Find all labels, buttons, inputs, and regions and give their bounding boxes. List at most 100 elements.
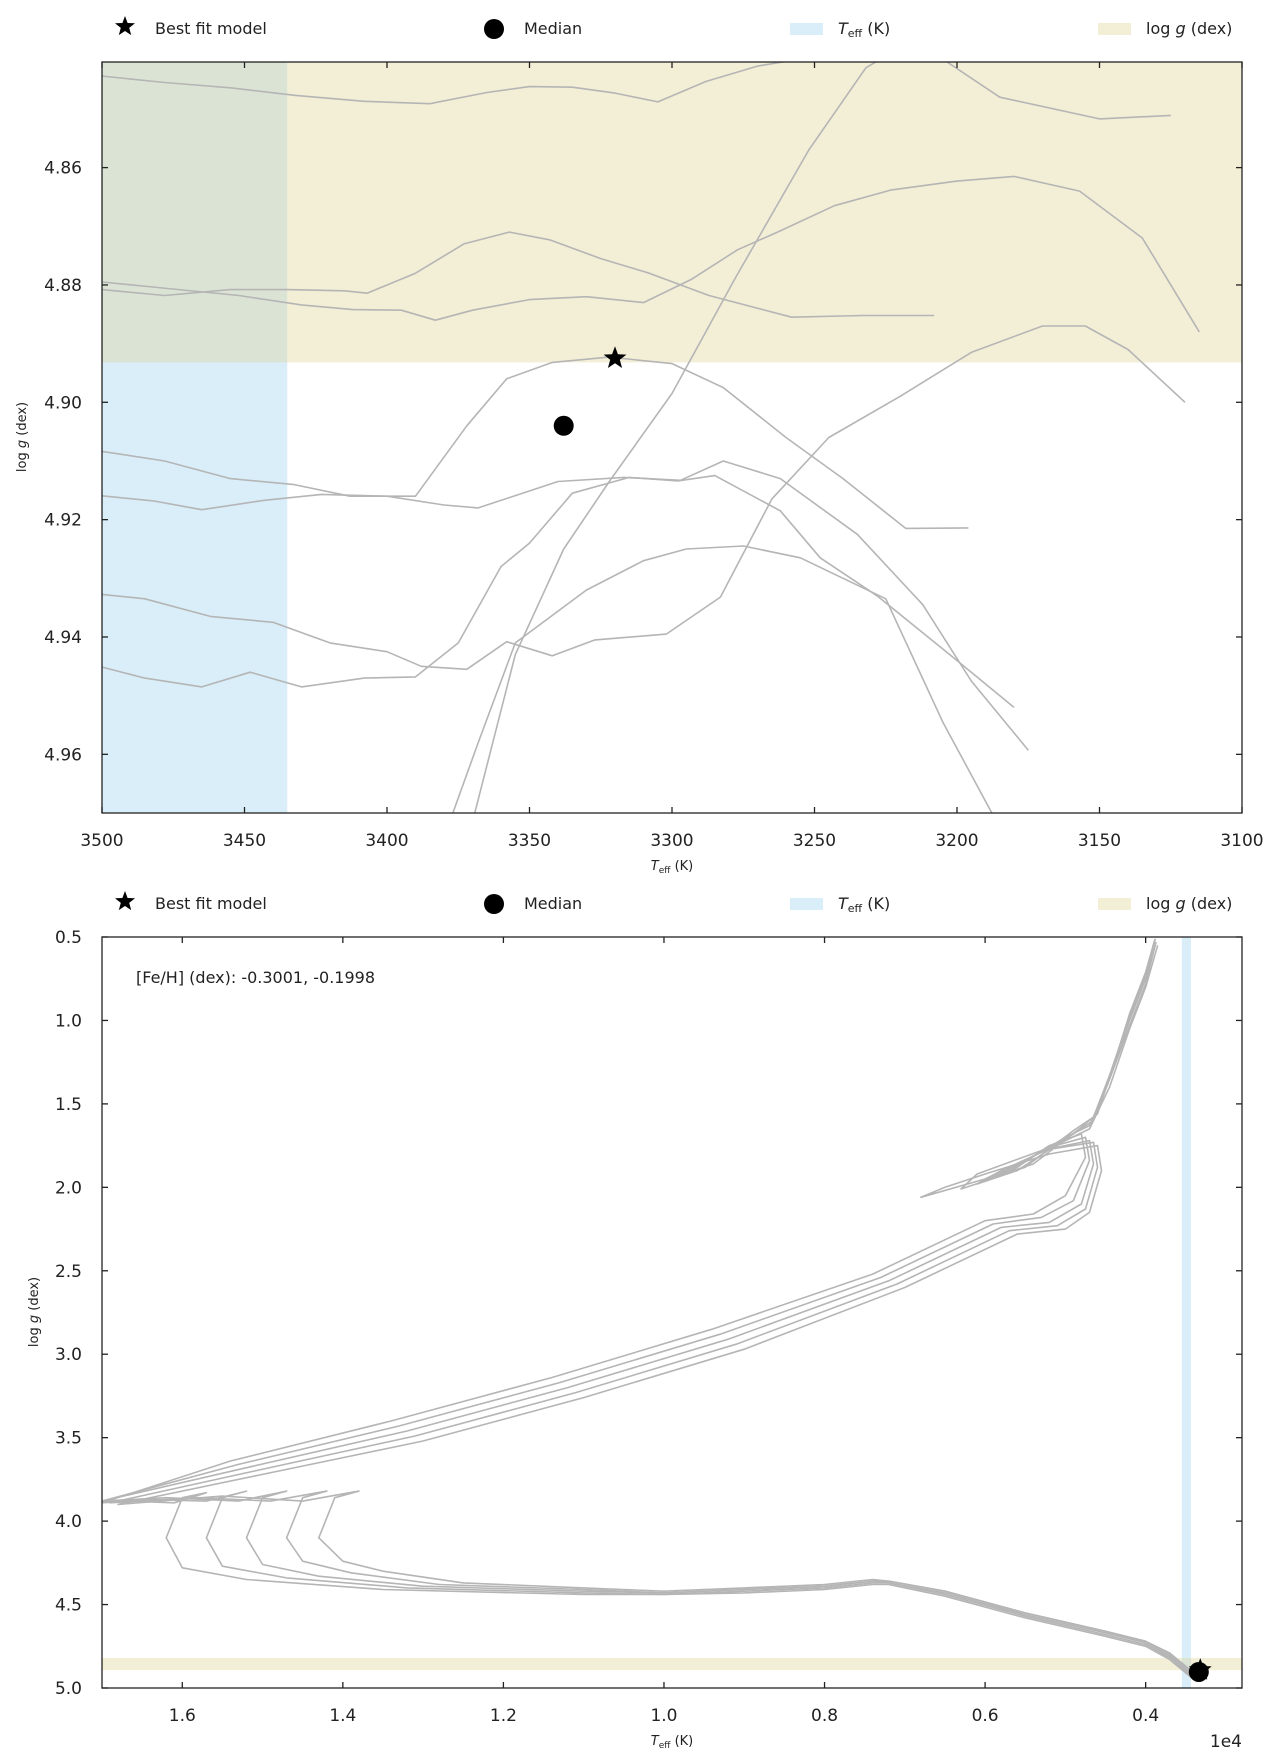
y-tick-label: 0.5 bbox=[55, 928, 82, 948]
legend-entry-median: Median bbox=[484, 894, 582, 914]
legend-label-teff-sub: eff bbox=[848, 902, 863, 915]
x-axis-label: Teff (K) bbox=[651, 1734, 694, 1751]
circle-icon bbox=[484, 894, 504, 914]
x-axis-label-unit: (K) bbox=[670, 859, 693, 874]
chart-panel-full: 1.6 1.4 1.2 1.0 0.8 0.6 0.4 0.5 1.0 1.5 2.0 2.5 3.0… bbox=[27, 928, 1243, 1752]
x-tick-label: 3150 bbox=[1078, 831, 1121, 851]
legend-patch-teff bbox=[790, 898, 823, 910]
x-axis-label-main: T bbox=[651, 1734, 660, 1749]
legend-bottom-panel: Best fit model Median Teff (K) log g (de… bbox=[115, 891, 1232, 915]
legend-top-panel: Best fit model Median Teff (K) log g (de… bbox=[115, 16, 1232, 40]
y-tick-label: 4.5 bbox=[55, 1596, 82, 1616]
legend-label-teff: Teff (K) bbox=[838, 19, 890, 40]
x-axis-label: Teff (K) bbox=[651, 859, 694, 876]
legend-label-teff: Teff (K) bbox=[838, 894, 890, 915]
shaded-regions bbox=[102, 937, 1242, 1688]
chart-panel-zoom: 3500 3450 3400 3350 3300 3250 3200 3150 3100 4.8… bbox=[15, 61, 1264, 876]
y-tick-label: 4.86 bbox=[44, 159, 82, 179]
y-tick-label: 1.0 bbox=[55, 1011, 82, 1031]
x-tick-label: 3350 bbox=[508, 831, 551, 851]
legend-label-logg-italic: g bbox=[1175, 19, 1185, 38]
model-track-3 bbox=[102, 940, 1200, 1681]
legend-patch-logg bbox=[1098, 898, 1131, 910]
markers bbox=[553, 346, 627, 436]
model-track-5 bbox=[102, 325, 1186, 671]
x-tick-label: 3250 bbox=[793, 831, 836, 851]
band-overlap bbox=[102, 62, 288, 363]
legend-label-logg-unit: (dex) bbox=[1186, 19, 1233, 38]
model-tracks bbox=[102, 62, 1200, 813]
legend-label-median: Median bbox=[524, 19, 582, 38]
logg-band bbox=[102, 1657, 1242, 1671]
legend-entry-logg: log g (dex) bbox=[1098, 19, 1232, 38]
model-track-8 bbox=[473, 62, 878, 813]
model-track-2 bbox=[102, 938, 1200, 1679]
model-track-4 bbox=[102, 460, 1029, 751]
legend-label-logg: log g (dex) bbox=[1146, 894, 1232, 913]
legend-label-median: Median bbox=[524, 894, 582, 913]
annotation-feh: [Fe/H] (dex): -0.3001, -0.1998 bbox=[136, 968, 375, 987]
y-axis-label-unit: (dex) bbox=[27, 1277, 42, 1315]
y-tick-label: 4.96 bbox=[44, 745, 82, 765]
y-axis-label: log g (dex) bbox=[27, 1277, 42, 1347]
legend-label-best-fit: Best fit model bbox=[155, 894, 267, 913]
model-track-4 bbox=[102, 943, 1200, 1682]
y-axis: 0.5 1.0 1.5 2.0 2.5 3.0 3.5 4.0 4.5 5.0 bbox=[55, 928, 1242, 1699]
y-tick-label: 3.0 bbox=[55, 1345, 82, 1365]
x-axis-label-sub: eff bbox=[659, 1741, 672, 1751]
x-tick-label: 3500 bbox=[80, 831, 123, 851]
x-tick-label: 3200 bbox=[935, 831, 978, 851]
legend-label-teff-main: T bbox=[838, 894, 849, 913]
circle-icon bbox=[484, 19, 504, 39]
model-track-2 bbox=[102, 231, 935, 319]
model-track-3 bbox=[102, 356, 969, 530]
y-axis-label-italic: g bbox=[15, 440, 30, 448]
y-tick-label: 2.0 bbox=[55, 1178, 82, 1198]
legend-label-logg-main: log bbox=[1146, 19, 1175, 38]
y-tick-label: 1.5 bbox=[55, 1095, 82, 1115]
y-axis: 4.86 4.88 4.90 4.92 4.94 4.96 bbox=[44, 159, 1242, 765]
legend-entry-teff: Teff (K) bbox=[790, 894, 890, 915]
x-tick-label: 1.0 bbox=[650, 1706, 677, 1726]
x-tick-label: 0.8 bbox=[811, 1706, 838, 1726]
y-tick-label: 5.0 bbox=[55, 1679, 82, 1699]
band-overlap bbox=[1181, 1657, 1192, 1671]
legend-label-best-fit: Best fit model bbox=[155, 19, 267, 38]
plot-frame bbox=[101, 936, 1243, 1689]
legend-label-logg-unit: (dex) bbox=[1186, 894, 1233, 913]
y-axis-label-main: log bbox=[15, 448, 30, 472]
x-tick-label: 1.6 bbox=[169, 1706, 196, 1726]
legend-patch-teff bbox=[790, 23, 823, 35]
legend-entry-best-fit: Best fit model bbox=[115, 891, 267, 913]
y-axis-label-main: log bbox=[27, 1323, 42, 1347]
star-icon bbox=[115, 16, 135, 36]
y-axis-label-unit: (dex) bbox=[15, 402, 30, 440]
x-tick-label: 0.6 bbox=[972, 1706, 999, 1726]
x-tick-label: 3300 bbox=[650, 831, 693, 851]
y-tick-label: 4.88 bbox=[44, 276, 82, 296]
best-fit-marker bbox=[603, 346, 627, 368]
logg-band bbox=[102, 62, 1242, 363]
x-offset-label: 1e4 bbox=[1210, 1732, 1242, 1752]
x-tick-label: 1.2 bbox=[490, 1706, 517, 1726]
x-tick-label: 3400 bbox=[365, 831, 408, 851]
legend-entry-teff: Teff (K) bbox=[790, 19, 890, 40]
x-axis: 1.6 1.4 1.2 1.0 0.8 0.6 0.4 bbox=[169, 937, 1159, 1726]
y-axis-label-italic: g bbox=[27, 1315, 42, 1323]
legend-label-teff-sub: eff bbox=[848, 27, 863, 40]
y-tick-label: 4.94 bbox=[44, 628, 82, 648]
x-axis-label-sub: eff bbox=[659, 866, 672, 876]
x-axis: 3500 3450 3400 3350 3300 3250 3200 3150 3100 bbox=[80, 62, 1264, 851]
legend-label-teff-unit: (K) bbox=[862, 894, 890, 913]
median-marker bbox=[553, 415, 574, 436]
legend-patch-logg bbox=[1098, 23, 1131, 35]
legend-label-logg-italic: g bbox=[1175, 894, 1185, 913]
markers bbox=[1188, 1658, 1212, 1682]
model-track-7 bbox=[452, 545, 993, 813]
model-track-1 bbox=[102, 175, 1200, 333]
legend-entry-logg: log g (dex) bbox=[1098, 894, 1232, 913]
y-tick-label: 4.0 bbox=[55, 1512, 82, 1532]
model-tracks bbox=[102, 938, 1200, 1682]
y-axis-label: log g (dex) bbox=[15, 402, 30, 472]
